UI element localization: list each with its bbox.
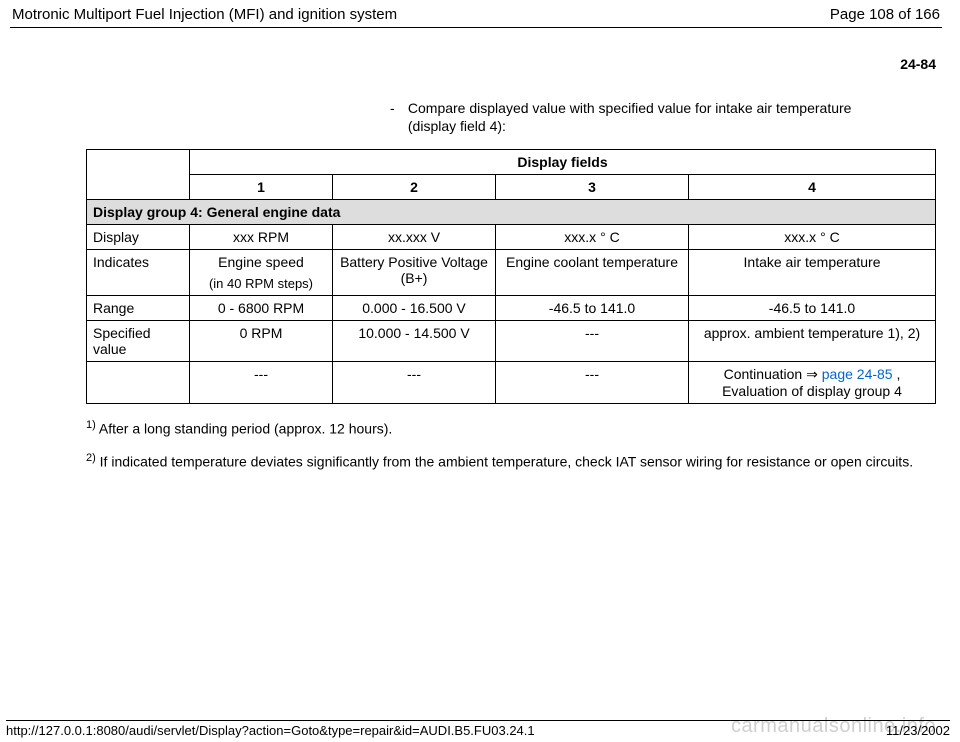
- page-label: 24-84: [10, 56, 936, 72]
- row-indicates-c2: Battery Positive Voltage (B+): [333, 250, 496, 296]
- footer-date: 11/23/2002: [886, 723, 950, 738]
- col-3: 3: [496, 175, 689, 200]
- row-spec-c1: 0 RPM: [190, 321, 333, 362]
- table-corner: [87, 150, 190, 200]
- row-display-c3: xxx.x ° C: [496, 225, 689, 250]
- footnote-1: After a long standing period (approx. 12…: [96, 421, 393, 437]
- footnote-2-sup: 2): [86, 452, 96, 464]
- page-of: Page 108 of 166: [830, 6, 940, 23]
- footnote-2: If indicated temperature deviates signif…: [96, 453, 913, 469]
- row-range-c2: 0.000 - 16.500 V: [333, 296, 496, 321]
- row-range-c1: 0 - 6800 RPM: [190, 296, 333, 321]
- top-rule: [10, 27, 942, 28]
- row-spec-c4: approx. ambient temperature 1), 2): [689, 321, 936, 362]
- row-indicates-c1a: Engine speed: [218, 254, 304, 270]
- table-row: Indicates Engine speed (in 40 RPM steps)…: [87, 250, 936, 296]
- row-range-c3: -46.5 to 141.0: [496, 296, 689, 321]
- row-range-c4: -46.5 to 141.0: [689, 296, 936, 321]
- row-cont-c4a: Continuation: [724, 366, 807, 382]
- hdr-display-fields: Display fields: [190, 150, 936, 175]
- table-row: Display xxx RPM xx.xxx V xxx.x ° C xxx.x…: [87, 225, 936, 250]
- row-indicates-c4: Intake air temperature: [689, 250, 936, 296]
- row-display-c2: xx.xxx V: [333, 225, 496, 250]
- compare-dash: -: [390, 100, 404, 118]
- group-row: Display group 4: General engine data: [87, 200, 936, 225]
- arrow-icon: ⇒: [806, 366, 822, 382]
- row-display-label: Display: [87, 225, 190, 250]
- table-row: --- --- --- Continuation ⇒ page 24-85 , …: [87, 362, 936, 404]
- table-row: Range 0 - 6800 RPM 0.000 - 16.500 V -46.…: [87, 296, 936, 321]
- row-cont-c2: ---: [333, 362, 496, 404]
- row-cont-c4: Continuation ⇒ page 24-85 , Evaluation o…: [689, 362, 936, 404]
- row-spec-label: Specified value: [87, 321, 190, 362]
- display-fields-table: Display fields 1 2 3 4 Display group 4: …: [86, 149, 936, 404]
- row-indicates-c1: Engine speed (in 40 RPM steps): [190, 250, 333, 296]
- row-cont-c3: ---: [496, 362, 689, 404]
- link-page-24-85[interactable]: page 24-85: [822, 366, 893, 382]
- col-4: 4: [689, 175, 936, 200]
- compare-text: Compare displayed value with specified v…: [408, 100, 860, 135]
- col-2: 2: [333, 175, 496, 200]
- row-range-label: Range: [87, 296, 190, 321]
- footnotes: 1) After a long standing period (approx.…: [86, 418, 936, 471]
- row-indicates-c1b: (in 40 RPM steps): [196, 276, 326, 291]
- row-indicates-label: Indicates: [87, 250, 190, 296]
- row-spec-c3: ---: [496, 321, 689, 362]
- col-1: 1: [190, 175, 333, 200]
- footer-url: http://127.0.0.1:8080/audi/servlet/Displ…: [6, 723, 535, 738]
- row-indicates-c3: Engine coolant temperature: [496, 250, 689, 296]
- doc-title: Motronic Multiport Fuel Injection (MFI) …: [12, 6, 397, 23]
- row-cont-c1: ---: [190, 362, 333, 404]
- footnote-1-sup: 1): [86, 419, 96, 431]
- row-display-c1: xxx RPM: [190, 225, 333, 250]
- row-cont-label: [87, 362, 190, 404]
- compare-note: - Compare displayed value with specified…: [390, 100, 862, 135]
- table-row: Specified value 0 RPM 10.000 - 14.500 V …: [87, 321, 936, 362]
- row-spec-c2: 10.000 - 14.500 V: [333, 321, 496, 362]
- row-display-c4: xxx.x ° C: [689, 225, 936, 250]
